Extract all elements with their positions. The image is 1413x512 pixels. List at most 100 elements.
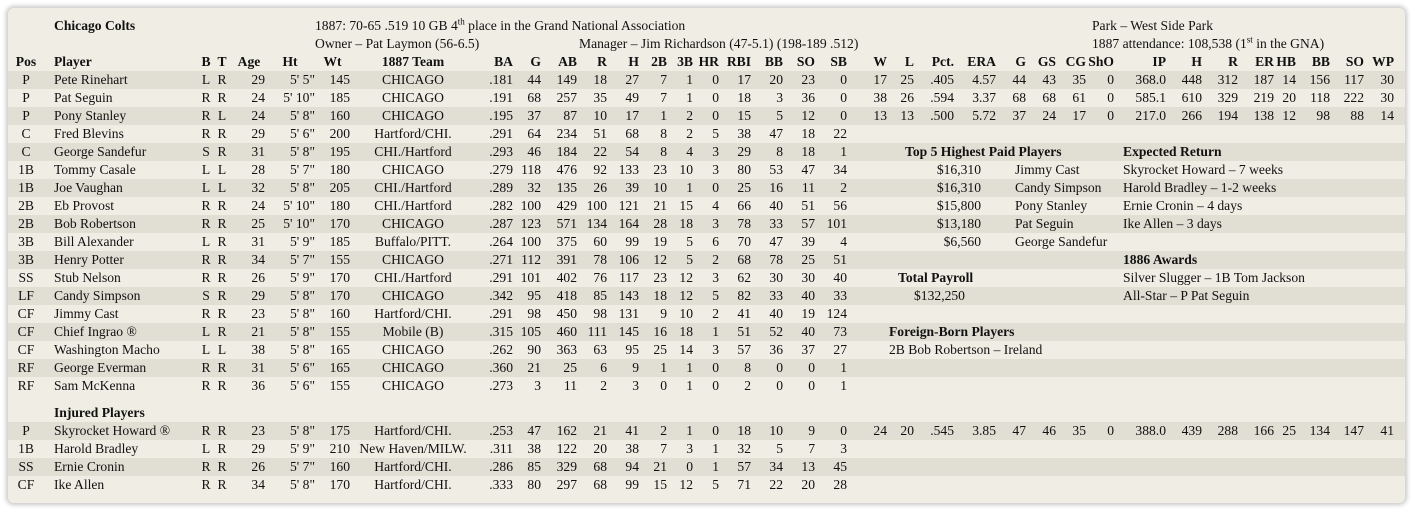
column-header: H (628, 54, 639, 69)
cell-so: 25 (801, 252, 815, 267)
cell-team: Hartford/CHI. (374, 306, 452, 321)
cell-h: 49 (625, 90, 639, 105)
cell-pos: RF (17, 378, 35, 393)
cell-player: George Everman (54, 360, 147, 375)
cell-age: 24 (251, 198, 265, 213)
table-row: RF Sam McKenna R R 36 5' 6" 155 CHICAGO .273 3 11 2… (8, 377, 1405, 395)
awards-title: 1886 Awards (1123, 252, 1198, 267)
cell-hr: 3 (712, 216, 719, 231)
cell-rbi: 57 (737, 342, 751, 357)
cell-r: 98 (593, 306, 607, 321)
cell-sb: 4 (840, 234, 847, 249)
column-header: SB (830, 54, 847, 69)
salary: $13,180 (936, 216, 981, 231)
cell-player: Henry Potter (54, 252, 124, 267)
cell-ip: 368.0 (1135, 72, 1166, 87)
cell-hr: 4 (712, 198, 719, 213)
cell-ht: 5' 8" (290, 180, 315, 195)
cell-tr: 12 (679, 288, 693, 303)
cell-pos: P (22, 108, 30, 123)
cell-era: 3.37 (972, 90, 996, 105)
awards-panel: 1886 Awards Silver Slugger – 1B Tom Jack… (1123, 251, 1363, 305)
cell-team: CHICAGO (382, 108, 444, 123)
table-row: 3B Bill Alexander L R 31 5' 9" 185 Buffalo/PITT… (8, 233, 1405, 251)
cell-bb: 10 (769, 423, 783, 438)
cell-pbb: 98 (1316, 108, 1330, 123)
cell-pbb: 156 (1309, 72, 1330, 87)
injured-row: P Skyrocket Howard ® R R 23 5' 8" 175 Hartford/… (8, 422, 1405, 440)
cell-tr: 3 (686, 441, 693, 456)
cell-ab: 363 (556, 342, 577, 357)
cell-hr: 1 (712, 459, 719, 474)
cell-d: 1 (660, 108, 667, 123)
cell-bb: 0 (776, 378, 783, 393)
cell-rbi: 15 (737, 108, 751, 123)
cell-ba: .291 (489, 270, 513, 285)
cell-er: 219 (1253, 90, 1274, 105)
cell-b: S (202, 288, 210, 303)
cell-tr: 1 (686, 72, 693, 87)
cell-t: R (217, 252, 227, 267)
cell-wt: 155 (329, 378, 350, 393)
cell-hr: 3 (712, 162, 719, 177)
cell-team: CHI./Hartford (374, 270, 452, 285)
cell-t: R (217, 441, 227, 456)
cell-bb: 40 (769, 198, 783, 213)
cell-player: Pony Stanley (54, 108, 127, 123)
cell-ba: .315 (489, 324, 513, 339)
cell-team: Buffalo/PITT. (374, 234, 452, 249)
cell-ab: 476 (556, 162, 577, 177)
column-header: W (873, 54, 887, 69)
cell-rbi: 62 (737, 270, 751, 285)
cell-rbi: 80 (737, 162, 751, 177)
cell-sb: 101 (826, 216, 847, 231)
cell-wt: 195 (329, 144, 350, 159)
cell-age: 23 (251, 306, 265, 321)
cell-r: 92 (593, 162, 607, 177)
cell-ab: 162 (556, 423, 577, 438)
cell-h: 121 (618, 198, 639, 213)
cell-player: Ike Allen (54, 477, 105, 492)
cell-tr: 10 (679, 306, 693, 321)
cell-h: 41 (625, 423, 639, 438)
cell-sb: 1 (840, 378, 847, 393)
cell-pos: P (22, 72, 30, 87)
cell-so: 57 (801, 216, 815, 231)
cell-h: 99 (625, 477, 639, 492)
cell-h: 133 (618, 162, 639, 177)
column-header: 1887 Team (381, 54, 445, 69)
cell-ht: 5' 8" (290, 144, 315, 159)
cell-ph: 610 (1181, 90, 1202, 105)
cell-pso: 117 (1344, 72, 1364, 87)
cell-tr: 1 (686, 90, 693, 105)
cell-r: 6 (600, 360, 607, 375)
cell-player: Chief Ingrao ® (54, 324, 137, 339)
cell-ht: 5' 8" (290, 423, 315, 438)
column-header: HB (1276, 54, 1296, 69)
cell-wt: 160 (329, 459, 350, 474)
cell-r: 78 (593, 252, 607, 267)
cell-ht: 5' 7" (290, 459, 315, 474)
cell-age: 29 (251, 126, 265, 141)
season-summary: 1887: 70-65 .519 10 GB 4th place in the … (315, 16, 686, 33)
manager-line: Manager – Jim Richardson (47-5.1) (198-1… (579, 36, 859, 51)
cell-pbb: 134 (1309, 423, 1330, 438)
cell-h: 68 (625, 126, 639, 141)
column-header: BA (494, 54, 513, 69)
cell-pct: .545 (930, 423, 954, 438)
cell-player: Pete Rinehart (54, 72, 128, 87)
cell-hr: 0 (712, 90, 719, 105)
player-name: George Sandefur (1015, 234, 1108, 249)
cell-ba: .262 (489, 342, 513, 357)
cell-pos: 3B (18, 252, 34, 267)
cell-age: 31 (251, 234, 265, 249)
cell-player: Eb Provost (54, 198, 115, 213)
cell-team: CHI./Hartford (374, 180, 452, 195)
top-paid-panel: Top 5 Highest Paid Players $16,310 Jimmy … (905, 143, 1115, 251)
cell-b: R (201, 126, 211, 141)
cell-g: 123 (520, 216, 541, 231)
cell-so: 23 (801, 72, 815, 87)
column-header: H (1191, 54, 1202, 69)
cell-t: R (217, 198, 227, 213)
cell-so: 12 (801, 108, 815, 123)
